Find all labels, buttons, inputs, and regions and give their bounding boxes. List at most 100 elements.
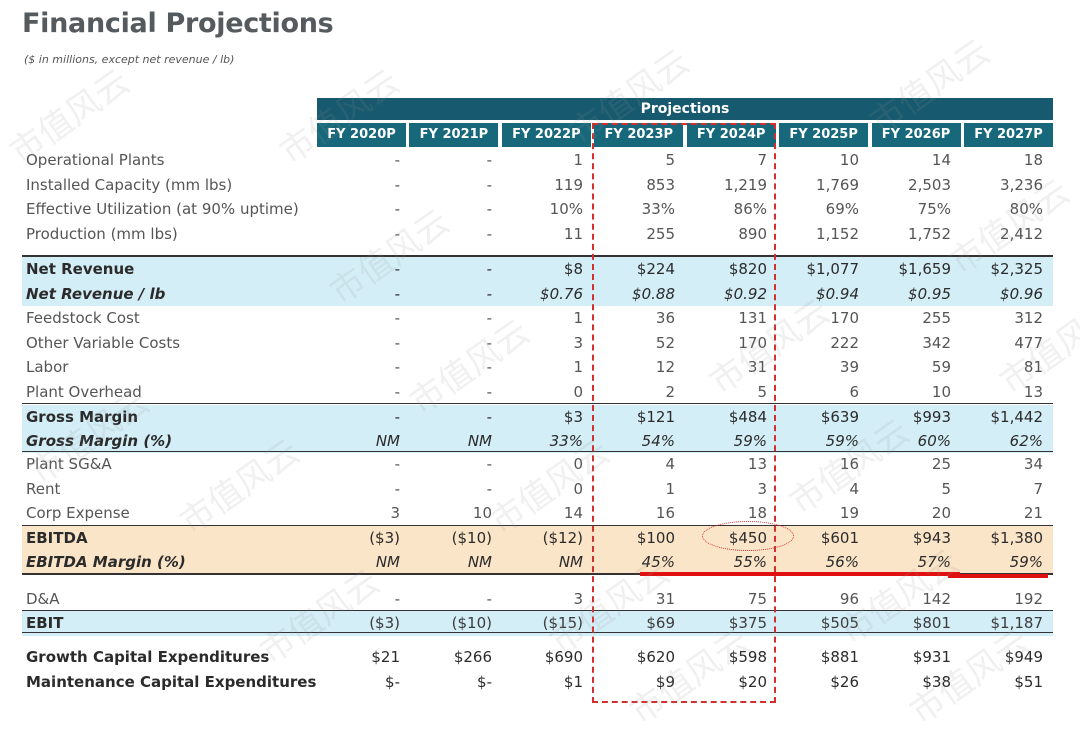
table-cell: ($3) <box>369 529 400 547</box>
table-cell: $820 <box>728 260 767 278</box>
table-cell: 34 <box>1023 455 1043 473</box>
table-cell: - <box>486 309 492 327</box>
table-cell: 2 <box>665 382 675 401</box>
table-cell: $0.96 <box>1000 284 1043 303</box>
table-cell: 13 <box>1023 382 1043 401</box>
table-cell: 60% <box>917 431 951 450</box>
table-cell: 3,236 <box>1000 175 1043 194</box>
underline-annotation <box>948 574 1048 578</box>
table-cell: 5 <box>941 479 951 498</box>
row-label: D&A <box>26 590 60 608</box>
table-cell: 0 <box>573 455 583 473</box>
table-cell: 80% <box>1009 200 1043 218</box>
table-cell: $38 <box>922 672 951 691</box>
table-cell: 59% <box>733 431 767 450</box>
table-cell: - <box>486 382 492 401</box>
table-cell: - <box>486 455 492 473</box>
table-cell: $121 <box>636 407 675 426</box>
table-cell: 54% <box>641 431 675 450</box>
table-cell: 7 <box>1033 479 1043 498</box>
table-cell: $620 <box>636 648 675 666</box>
table-cell: $690 <box>544 648 583 666</box>
table-cell: $51 <box>1014 672 1043 691</box>
table-row: Installed Capacity (mm lbs) - - 119 853 1,219… <box>22 173 1053 198</box>
table-cell: $20 <box>738 672 767 691</box>
table-cell: - <box>486 200 492 218</box>
table-cell: $266 <box>453 648 492 666</box>
table-cell: 62% <box>1009 431 1043 450</box>
column-header: FY 2026P <box>871 123 961 147</box>
table-cell: $21 <box>371 648 400 666</box>
table-cell: $931 <box>912 648 951 666</box>
section-divider <box>22 632 1053 633</box>
table-cell: 0 <box>573 382 583 401</box>
table-row: EBITDA ($3) ($10) ($12) $100 $450 $601 $943 $1,3… <box>22 526 1053 551</box>
table-cell: - <box>486 407 492 426</box>
table-cell: 16 <box>839 455 859 473</box>
table-cell: 1 <box>573 309 583 327</box>
table-cell: $505 <box>820 614 859 632</box>
table-cell: 1 <box>665 479 675 498</box>
table-row: Other Variable Costs - - 3 52 170 222 342 477 <box>22 331 1053 356</box>
table-cell: NM <box>467 552 492 571</box>
table-cell: - <box>394 200 400 218</box>
table-cell: 477 <box>1014 333 1043 352</box>
table-row: D&A - - 3 31 75 96 142 192 <box>22 587 1053 612</box>
table-cell: $375 <box>728 614 767 632</box>
table-cell: $- <box>385 672 400 691</box>
row-label: Growth Capital Expenditures <box>26 648 270 666</box>
table-cell: 10% <box>549 200 583 218</box>
table-cell: 5 <box>665 151 675 169</box>
table-row: Rent - - 0 1 3 4 5 7 <box>22 477 1053 502</box>
table-cell: $1,442 <box>990 407 1044 426</box>
table-cell: 890 <box>738 224 767 243</box>
table-cell: $0.92 <box>724 284 767 303</box>
table-cell: - <box>486 358 492 376</box>
table-cell: - <box>394 151 400 169</box>
table-cell: $993 <box>912 407 951 426</box>
table-cell: - <box>486 175 492 194</box>
row-label: Rent <box>26 479 61 498</box>
table-cell: $801 <box>912 614 951 632</box>
table-cell: 59% <box>1009 552 1043 571</box>
table-cell: $9 <box>655 672 675 691</box>
table-cell: 192 <box>1014 590 1043 608</box>
table-cell: 342 <box>922 333 951 352</box>
table-cell: 52 <box>655 333 675 352</box>
table-cell: 96 <box>839 590 859 608</box>
table-cell: $0.76 <box>540 284 583 303</box>
table-cell: 222 <box>830 333 859 352</box>
table-cell: ($10) <box>451 614 492 632</box>
table-cell: 18 <box>747 504 767 522</box>
table-cell: 1 <box>573 358 583 376</box>
row-label: Other Variable Costs <box>26 333 181 352</box>
table-cell: 21 <box>1023 504 1043 522</box>
table-cell: 1,752 <box>908 224 951 243</box>
table-row: Production (mm lbs) - - 11 255 890 1,152 1,752 2… <box>22 222 1053 247</box>
table-cell: 312 <box>1014 309 1043 327</box>
table-cell: 5 <box>757 382 767 401</box>
table-cell: $- <box>477 672 492 691</box>
table-cell: 255 <box>646 224 675 243</box>
table-row: Net Revenue / lb - - $0.76 $0.88 $0.92 $0.94 $0… <box>22 281 1053 306</box>
table-row: Effective Utilization (at 90% uptime) - - 1… <box>22 197 1053 222</box>
table-cell: 75 <box>747 590 767 608</box>
row-label: Gross Margin (%) <box>26 431 173 450</box>
table-cell: - <box>486 151 492 169</box>
table-cell: - <box>394 284 400 303</box>
table-cell: $8 <box>563 260 583 278</box>
column-header-row: FY 2020P FY 2021P FY 2022P FY 2023P FY 2… <box>317 123 1053 147</box>
table-cell: $484 <box>728 407 767 426</box>
table-cell: 1 <box>573 151 583 169</box>
table-cell: 131 <box>738 309 767 327</box>
table-cell: 255 <box>922 309 951 327</box>
table-cell: 1,219 <box>724 175 767 194</box>
table-cell: 10 <box>472 504 492 522</box>
row-label: Effective Utilization (at 90% uptime) <box>26 200 299 218</box>
table-cell: 19 <box>839 504 859 522</box>
table-cell: - <box>486 260 492 278</box>
table-cell: 11 <box>563 224 583 243</box>
table-cell: 1,152 <box>816 224 859 243</box>
table-cell: 31 <box>747 358 767 376</box>
table-cell: $1,380 <box>990 529 1044 547</box>
